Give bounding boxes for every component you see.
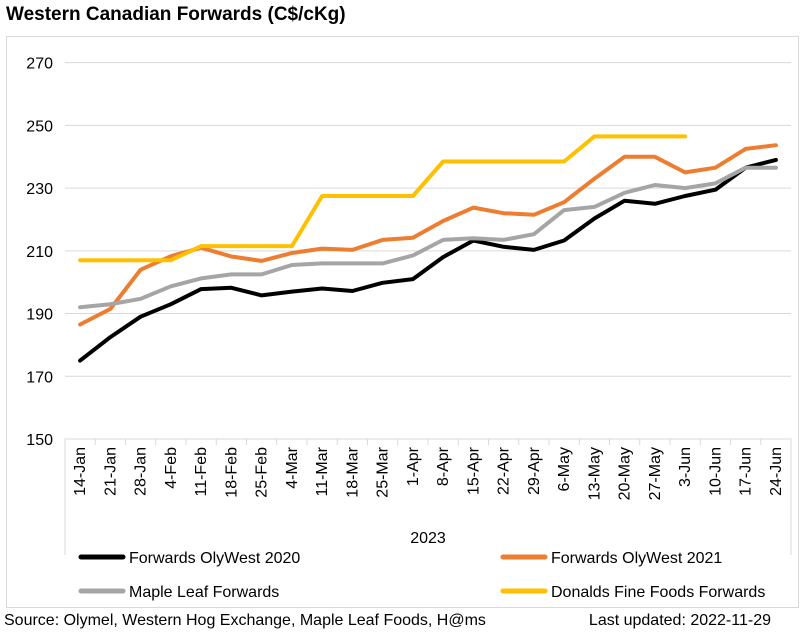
x-tick-label: 18-Mar	[344, 446, 361, 497]
x-tick-label: 11-Mar	[314, 446, 331, 496]
x-tick-label: 27-May	[647, 447, 664, 500]
x-tick-label: 4-Mar	[284, 446, 301, 488]
x-tick-label: 22-Apr	[496, 446, 513, 495]
series-line-forwards-olywest-2020	[78, 157, 778, 363]
x-tick-label: 29-Apr	[526, 446, 543, 495]
chart-title: Western Canadian Forwards (C$/cKg)	[6, 4, 346, 25]
x-tick-label: 28-Jan	[133, 447, 150, 496]
legend: Forwards OlyWest 2020 Forwards OlyWest 20…	[78, 550, 765, 601]
y-tick-label: 150	[26, 432, 53, 449]
series-line-maple-leaf-forwards	[78, 165, 778, 310]
y-tick-label: 230	[26, 181, 53, 198]
y-tick-label: 170	[26, 369, 53, 386]
legend-label: Maple Leaf Forwards	[129, 584, 279, 601]
last-updated: Last updated: 2022-11-29	[588, 612, 771, 629]
x-tick-label: 11-Feb	[193, 447, 210, 497]
y-tick-label: 250	[26, 118, 53, 135]
x-tick-label: 24-Jun	[768, 447, 785, 496]
y-tick-label: 270	[26, 56, 53, 73]
x-tick-label: 25-Feb	[254, 447, 271, 498]
x-tick-label: 1-Apr	[405, 446, 422, 486]
x-tick-label: 4-Feb	[163, 447, 180, 489]
legend-label: Donalds Fine Foods Forwards	[551, 584, 765, 601]
x-tick-label: 3-Jun	[677, 447, 694, 487]
x-tick-label: 14-Jan	[72, 447, 89, 496]
line-chart: 150 170 190 210 230 250 270 14-Jan 21-Jan 28-Jan…	[26, 56, 792, 601]
chart-frame: 150 170 190 210 230 250 270 14-Jan 21-Jan 28-Jan…	[6, 36, 799, 608]
y-axis-ticks: 150 170 190 210 230 250 270	[26, 56, 53, 449]
x-tick-label: 15-Apr	[465, 446, 482, 495]
y-tick-label: 210	[26, 244, 53, 261]
x-tick-label: 25-Mar	[375, 446, 392, 497]
source-note: Source: Olymel, Western Hog Exchange, Ma…	[4, 612, 486, 629]
series-line-donalds-fine-foods-forwards	[78, 134, 688, 263]
x-tick-label: 20-May	[617, 447, 634, 500]
x-tick-label: 10-Jun	[707, 447, 724, 496]
y-tick-label: 190	[26, 307, 53, 324]
x-axis-label: 2023	[410, 530, 446, 547]
legend-label: Forwards OlyWest 2021	[551, 550, 722, 567]
x-tick-label: 13-May	[586, 447, 603, 500]
gridlines	[65, 62, 791, 377]
x-tick-label: 21-Jan	[102, 447, 119, 496]
series-lines	[78, 134, 778, 363]
x-tick-label: 6-May	[556, 447, 573, 491]
legend-label: Forwards OlyWest 2020	[129, 550, 300, 567]
x-tick-label: 17-Jun	[738, 447, 755, 496]
x-axis-ticks: 14-Jan 21-Jan 28-Jan 4-Feb 11-Feb 18-Feb 25-Fe…	[64, 439, 792, 555]
x-tick-label: 18-Feb	[223, 447, 240, 498]
x-tick-label: 8-Apr	[435, 446, 452, 486]
